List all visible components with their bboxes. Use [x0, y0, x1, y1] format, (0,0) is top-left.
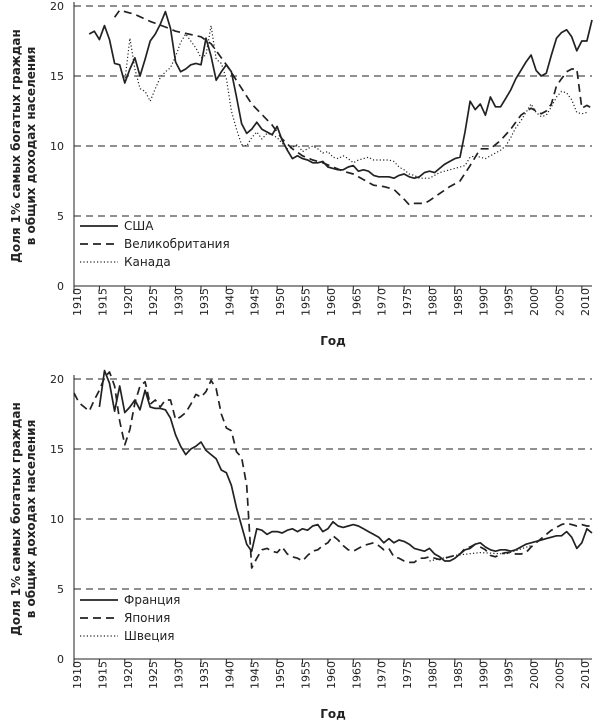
x-tick-label: 1960 [325, 661, 338, 689]
x-tick-label: 1970 [376, 661, 389, 689]
x-tick-label: 1925 [147, 288, 160, 316]
x-tick-label: 1920 [122, 288, 135, 316]
y-tick-label: 10 [50, 513, 64, 526]
legend-label: Канада [124, 255, 171, 269]
x-tick-label: 1975 [401, 288, 414, 316]
x-tick-label: 1955 [300, 661, 313, 689]
x-tick-label: 1915 [96, 288, 109, 316]
legend-label: США [124, 219, 154, 233]
x-tick-label: 1945 [249, 661, 262, 689]
x-tick-label: 1985 [452, 288, 465, 316]
y-axis-title: Доля 1% самых богатых гражданв общих дох… [9, 29, 38, 263]
y-tick-label: 20 [50, 373, 64, 386]
x-tick-label: 1990 [477, 288, 490, 316]
series-line-3 [124, 25, 588, 179]
legend-label: Япония [124, 611, 170, 625]
y-tick-label: 0 [57, 280, 64, 293]
x-tick-label: 1985 [452, 661, 465, 689]
x-tick-label: 1980 [426, 661, 439, 689]
y-tick-label: 20 [50, 0, 64, 13]
chart-bottom-france-japan-sweden: 0 5 10 15 20 1910 1915 1920 1925 1930 1935 1940 1945… [9, 369, 593, 721]
chart-top-usa-uk-canada: 0 5 10 15 20 1910 1915 1920 1925 1930 1935 1940 1945… [9, 0, 593, 348]
y-tick-label: 5 [57, 583, 64, 596]
y-tick-label: 5 [57, 210, 64, 223]
x-tick-label: 2010 [579, 661, 592, 689]
x-tick-label: 1915 [96, 661, 109, 689]
x-tick-label: 1940 [223, 661, 236, 689]
legend-label: Швеция [124, 629, 174, 643]
series-line-1 [98, 369, 593, 562]
x-tick-label: 2005 [553, 288, 566, 316]
series-line-2 [73, 371, 592, 569]
x-tick-label: 1965 [350, 661, 363, 689]
y-axis-title-line: в общих доходах населения [24, 47, 38, 246]
y-axis-title-line: в общих доходах населения [24, 420, 38, 619]
x-tick-label: 1950 [274, 288, 287, 316]
x-tick-label: 1950 [274, 661, 287, 689]
x-tick-label: 1940 [223, 288, 236, 316]
x-tick-label: 1935 [198, 288, 211, 316]
x-tick-label: 1920 [122, 661, 135, 689]
x-tick-label: 1935 [198, 661, 211, 689]
x-axis-title: Год [320, 334, 346, 348]
y-tick-label: 10 [50, 140, 64, 153]
x-tick-label: 1995 [503, 661, 516, 689]
y-tick-label: 15 [50, 443, 64, 456]
y-tick-label: 0 [57, 653, 64, 666]
x-tick-label: 1995 [503, 288, 516, 316]
x-axis-title: Год [320, 707, 346, 721]
x-tick-label: 2005 [553, 661, 566, 689]
x-tick-label: 1910 [71, 288, 84, 316]
y-axis-title: Доля 1% самых богатых гражданв общих дох… [9, 402, 38, 636]
series-line-2 [113, 9, 593, 206]
legend-label: Великобритания [124, 237, 230, 251]
x-tick-label: 1910 [71, 661, 84, 689]
x-tick-label: 1990 [477, 661, 490, 689]
x-tick-label: 1945 [249, 288, 262, 316]
y-axis-title-line: Доля 1% самых богатых граждан [9, 402, 23, 636]
x-tick-label: 1930 [173, 661, 186, 689]
x-tick-label: 1975 [401, 661, 414, 689]
legend-label: Франция [124, 593, 180, 607]
y-tick-label: 15 [50, 70, 64, 83]
x-tick-label: 2010 [579, 288, 592, 316]
series-line-1 [88, 10, 593, 180]
x-tick-label: 1965 [350, 288, 363, 316]
x-tick-label: 1980 [426, 288, 439, 316]
x-tick-label: 2000 [528, 288, 541, 316]
y-axis-title-line: Доля 1% самых богатых граждан [9, 29, 23, 263]
x-tick-label: 1930 [173, 288, 186, 316]
x-tick-label: 2000 [528, 661, 541, 689]
series-line-3 [429, 545, 532, 562]
x-tick-label: 1955 [300, 288, 313, 316]
x-tick-label: 1970 [376, 288, 389, 316]
x-tick-label: 1960 [325, 288, 338, 316]
x-tick-label: 1925 [147, 661, 160, 689]
